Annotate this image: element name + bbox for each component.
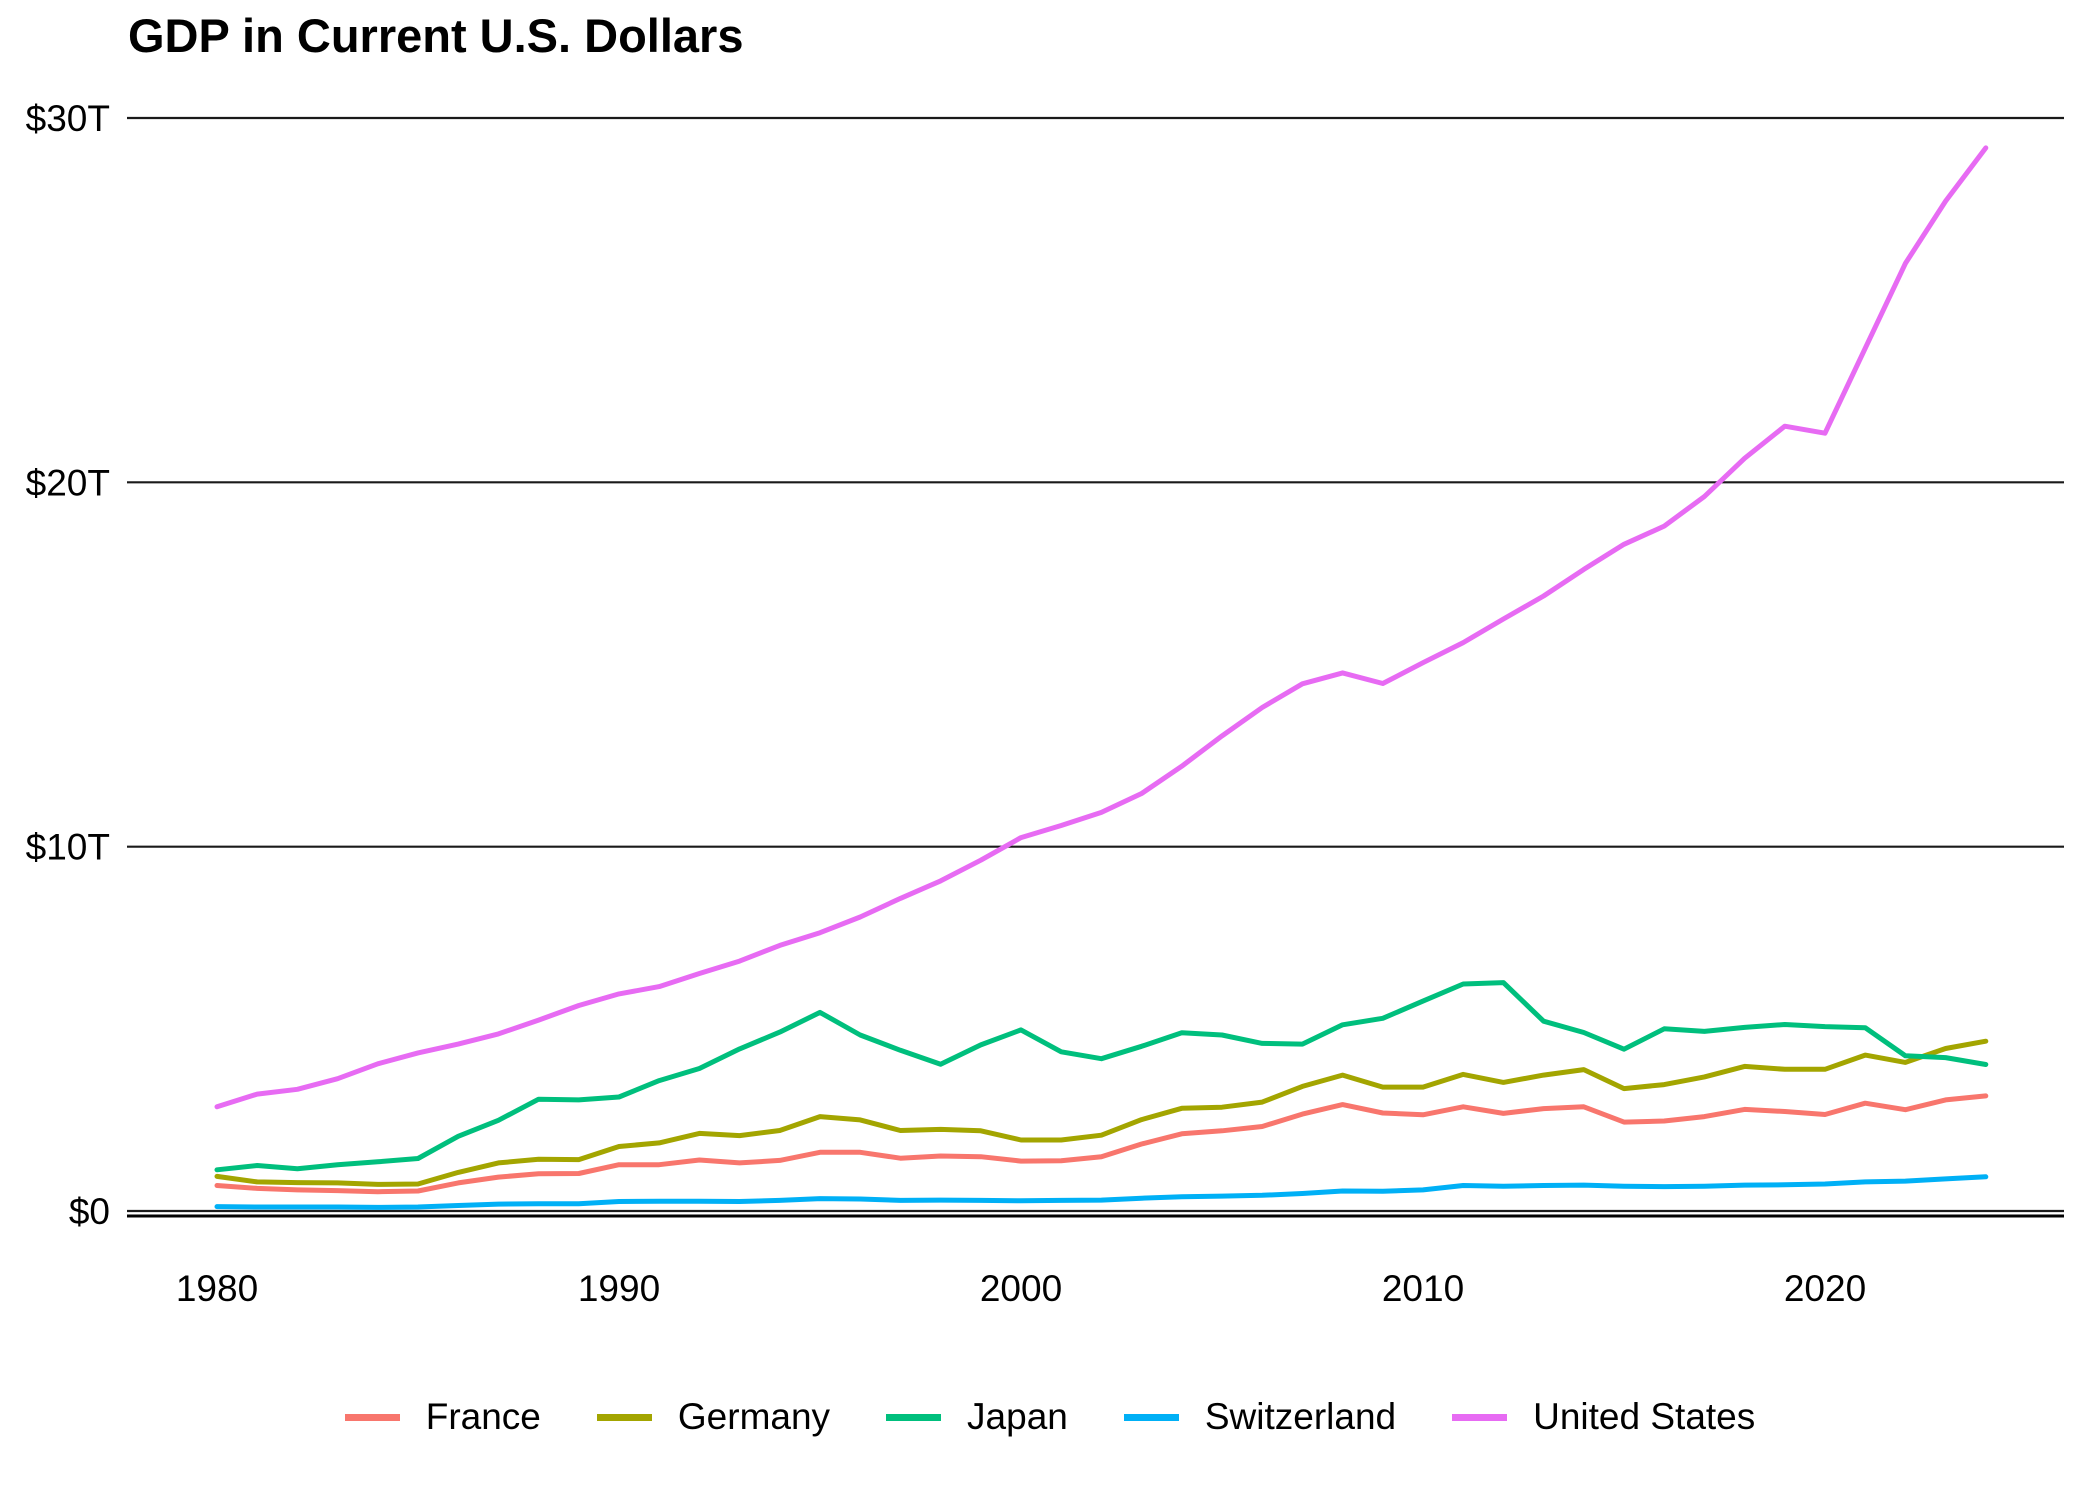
line-france [214, 1093, 1989, 1195]
legend-label: Switzerland [1204, 1396, 1397, 1437]
legend-item-france: France [344, 1396, 541, 1438]
x-tick-label: 1980 [176, 1268, 258, 1309]
legend-label: Japan [967, 1396, 1068, 1437]
legend-swatch-icon [344, 1413, 400, 1421]
y-tick-label: $20T [26, 462, 110, 503]
legend-swatch-icon [1452, 1413, 1508, 1421]
x-tick-label: 2010 [1382, 1268, 1464, 1309]
chart-title: GDP in Current U.S. Dollars [128, 9, 744, 62]
x-tick-label: 1990 [578, 1268, 660, 1309]
legend-label: Germany [677, 1396, 831, 1437]
legend-item-united-states: United States [1452, 1396, 1755, 1438]
legend-swatch-icon [1123, 1413, 1179, 1421]
x-tick-label: 2020 [1784, 1268, 1866, 1309]
legend: France Germany Japan Switzerland United Stat… [0, 1396, 2100, 1438]
y-tick-label: $10T [26, 827, 110, 868]
legend-item-germany: Germany [596, 1396, 831, 1438]
y-tick-label: $0 [69, 1191, 110, 1232]
y-tick-label: $30T [26, 98, 110, 139]
legend-label: United States [1533, 1396, 1756, 1437]
line-switzerland [214, 1174, 1989, 1210]
line-united-states [214, 145, 1989, 1110]
line-germany [214, 1038, 1989, 1187]
line-japan [214, 980, 1989, 1173]
x-tick-label: 2000 [980, 1268, 1062, 1309]
legend-swatch-icon [886, 1413, 942, 1421]
legend-item-switzerland: Switzerland [1123, 1396, 1397, 1438]
legend-item-japan: Japan [886, 1396, 1068, 1438]
legend-label: France [425, 1396, 541, 1437]
legend-swatch-icon [596, 1413, 652, 1421]
